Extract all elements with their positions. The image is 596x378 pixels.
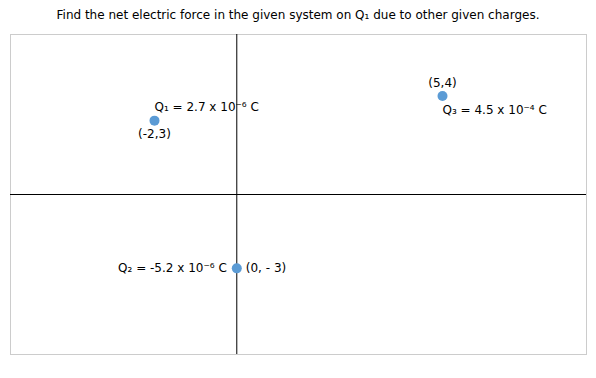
svg-text:(5,4): (5,4) xyxy=(428,76,456,90)
svg-text:(-2,3): (-2,3) xyxy=(138,127,171,141)
svg-text:(0, - 3): (0, - 3) xyxy=(246,261,286,275)
svg-text:Q₂ = -5.2 x 10⁻⁶ C: Q₂ = -5.2 x 10⁻⁶ C xyxy=(118,261,227,275)
svg-text:Q₁ = 2.7 x 10⁻⁶ C: Q₁ = 2.7 x 10⁻⁶ C xyxy=(155,100,259,114)
html-text:Find the net electric force in: Find the net electric force in the given… xyxy=(56,8,540,22)
svg-text:Q₃ = 4.5 x 10⁻⁴ C: Q₃ = 4.5 x 10⁻⁴ C xyxy=(443,103,547,117)
